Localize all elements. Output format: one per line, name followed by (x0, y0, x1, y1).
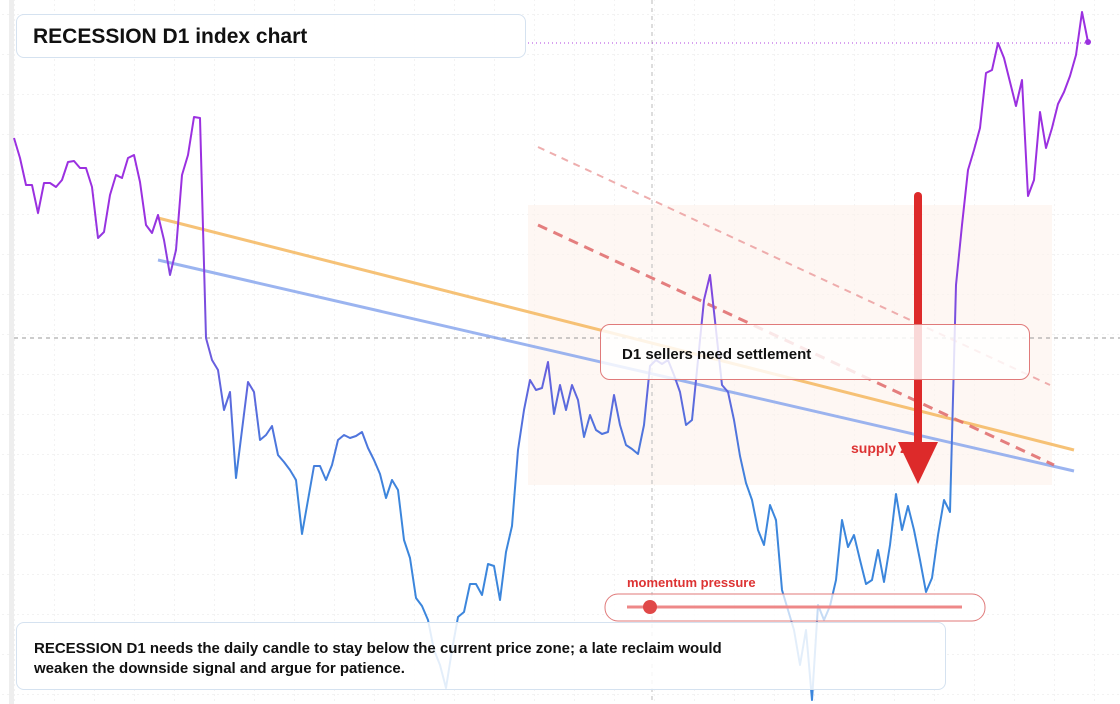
last-price-dot (1085, 39, 1091, 45)
callout-text: D1 sellers need settlement (622, 346, 812, 363)
channel-line (537, 223, 1055, 467)
title-box: RECESSION D1 index chart (16, 14, 526, 58)
price-line (13, 11, 1089, 701)
zone-label: supply zone (851, 440, 932, 456)
note-text: RECESSION D1 needs the daily candle to s… (34, 640, 722, 677)
momentum-knob (643, 600, 657, 614)
note-box: RECESSION D1 needs the daily candle to s… (16, 622, 946, 690)
chart-title: RECESSION D1 index chart (33, 25, 308, 48)
series-layer (13, 11, 1091, 701)
callout-box: D1 sellers need settlement (600, 324, 1030, 380)
momentum-label: momentum pressure (627, 575, 756, 590)
left-edge (9, 0, 14, 704)
